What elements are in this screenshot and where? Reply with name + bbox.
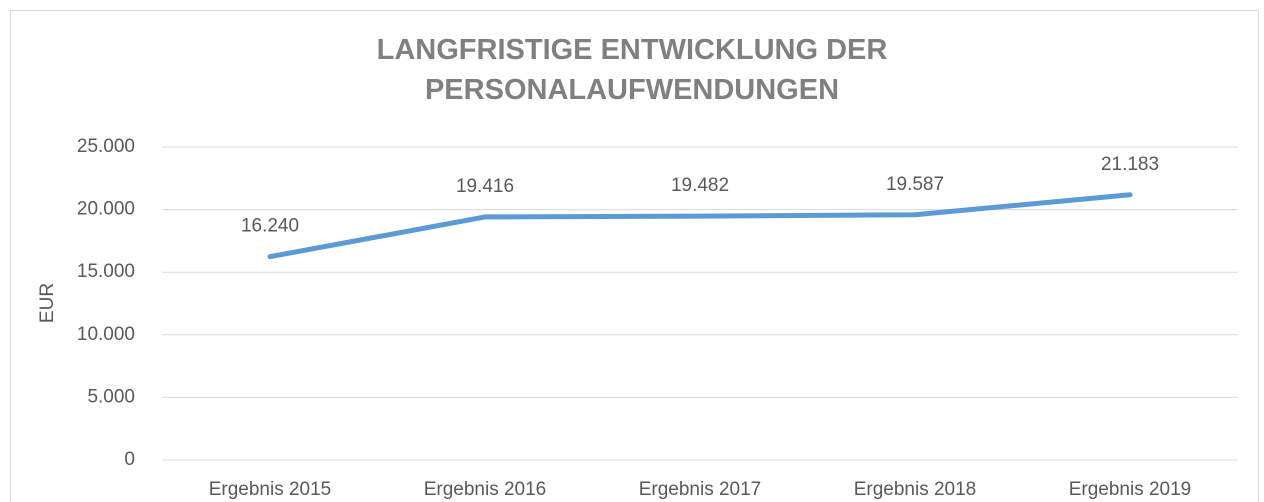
x-tick-label: Ergebnis 2017	[639, 479, 762, 500]
x-tick-label: Ergebnis 2016	[424, 479, 547, 500]
y-tick-label: 5.000	[87, 386, 135, 407]
y-tick-label: 0	[124, 449, 135, 470]
y-tick-label: 20.000	[77, 199, 135, 220]
data-label: 19.416	[456, 176, 514, 197]
chart-border	[10, 10, 1259, 502]
x-tick-label: Ergebnis 2019	[1069, 479, 1192, 500]
chart-title: LANGFRISTIGE ENTWICKLUNG DER PERSONALAUF…	[376, 34, 888, 106]
y-axis-label: EUR	[37, 283, 58, 323]
data-label: 21.183	[1101, 154, 1159, 175]
data-label: 16.240	[241, 216, 299, 237]
data-label: 19.587	[886, 174, 944, 195]
data-label: 19.482	[671, 175, 729, 196]
x-tick-label: Ergebnis 2015	[209, 479, 332, 500]
y-tick-label: 10.000	[77, 324, 135, 345]
series-line	[267, 192, 1133, 260]
y-tick-label: 15.000	[77, 261, 135, 282]
x-tick-label: Ergebnis 2018	[854, 479, 977, 500]
y-tick-label: 25.000	[77, 136, 135, 157]
